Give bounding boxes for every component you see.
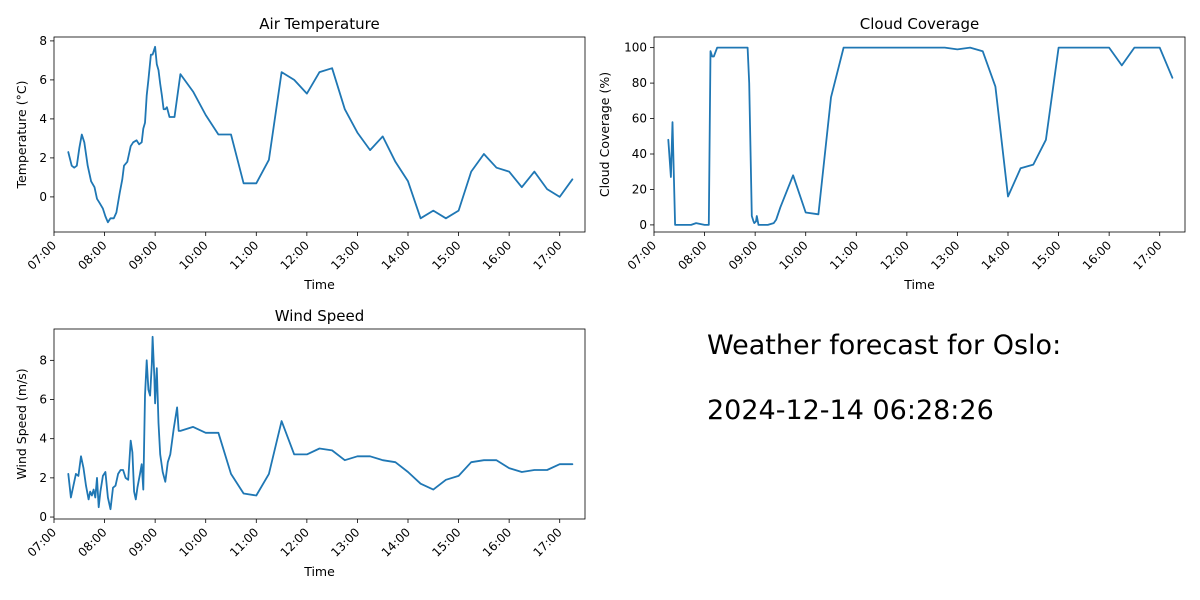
y-axis-label: Temperature (°C) [14,81,29,190]
y-tick-label: 8 [39,353,47,367]
x-tick-label: 13:00 [328,525,362,559]
x-tick-label: 08:00 [75,238,109,272]
y-axis-label: Wind Speed (m/s) [14,368,29,479]
y-axis-label: Cloud Coverage (%) [597,72,612,197]
x-axis-label: Time [303,564,335,579]
x-tick-label: 11:00 [827,238,861,272]
y-tick-label: 4 [39,432,47,446]
x-tick-label: 10:00 [176,238,210,272]
x-tick-label: 08:00 [75,525,109,559]
y-tick-label: 60 [632,112,647,126]
x-tick-label: 13:00 [928,238,962,272]
x-tick-label: 17:00 [530,525,564,559]
y-tick-label: 0 [639,218,647,232]
forecast-timestamp: 2024-12-14 06:28:26 [707,395,994,426]
chart-title: Air Temperature [259,15,379,33]
x-tick-label: 09:00 [126,525,160,559]
x-tick-label: 16:00 [1080,238,1114,272]
air-temperature-series-line [67,45,574,224]
x-tick-label: 12:00 [278,525,312,559]
y-tick-label: 6 [39,393,47,407]
x-tick-label: 13:00 [328,238,362,272]
wind-speed-chart: Wind Speed 07:00 08:00 09:00 10:00 11:00 12:00… [14,307,586,579]
air-temperature-plot-frame [53,36,586,233]
y-tick-label: 100 [624,41,647,55]
y-tick-label: 80 [632,76,647,90]
cloud-coverage-chart: Cloud Coverage 07:00 08:00 09:00 10:00 11:00 1… [597,15,1186,292]
chart-title: Wind Speed [275,307,365,325]
y-tick-label: 2 [39,471,47,485]
air-temperature-chart: Air Temperature 07:00 08:00 09:00 10:00 11:00… [14,15,586,292]
y-tick-label: 8 [39,34,47,48]
wind-speed-plot-frame [53,328,586,520]
x-tick-label: 11:00 [227,238,261,272]
x-tick-label: 14:00 [979,238,1013,272]
x-tick-label: 12:00 [278,238,312,272]
x-tick-label: 07:00 [25,525,59,559]
y-tick-label: 6 [39,73,47,87]
x-tick-label: 14:00 [379,525,413,559]
y-tick-label: 0 [39,190,47,204]
x-tick-label: 11:00 [227,525,261,559]
chart-title: Cloud Coverage [860,15,979,33]
x-tick-label: 08:00 [675,238,709,272]
x-tick-label: 10:00 [176,525,210,559]
wind-speed-series-line [67,335,574,511]
x-tick-label: 07:00 [25,238,59,272]
x-tick-label: 15:00 [1029,238,1063,272]
x-tick-label: 17:00 [1130,238,1164,272]
y-tick-label: 0 [39,510,47,524]
x-tick-label: 16:00 [480,525,514,559]
x-axis-label: Time [903,277,935,292]
x-tick-label: 10:00 [776,238,810,272]
y-tick-label: 20 [632,182,647,196]
x-tick-label: 07:00 [625,238,659,272]
x-tick-label: 09:00 [726,238,760,272]
cloud-coverage-plot-frame [653,36,1186,233]
y-tick-label: 4 [39,112,47,126]
x-tick-label: 16:00 [480,238,514,272]
cloud-coverage-series-line [667,46,1174,226]
x-tick-label: 09:00 [126,238,160,272]
x-axis-label: Time [303,277,335,292]
x-tick-label: 15:00 [429,238,463,272]
y-tick-label: 40 [632,147,647,161]
forecast-heading: Weather forecast for Oslo: [707,330,1062,361]
x-tick-label: 17:00 [530,238,564,272]
x-tick-label: 15:00 [429,525,463,559]
x-tick-label: 12:00 [878,238,912,272]
x-tick-label: 14:00 [379,238,413,272]
y-tick-label: 2 [39,151,47,165]
